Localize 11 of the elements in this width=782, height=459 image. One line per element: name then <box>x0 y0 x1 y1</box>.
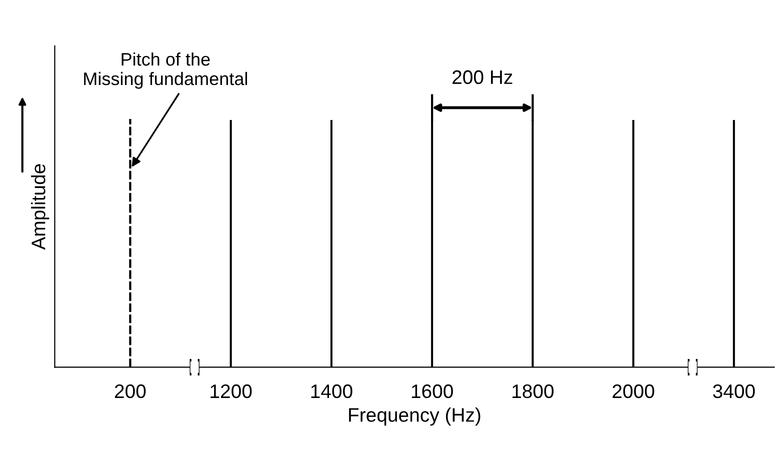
x-tick-label: 1600 <box>412 384 453 398</box>
x-tick-label: 1800 <box>512 384 554 398</box>
y-axis-title: Amplitude <box>31 164 50 250</box>
x-tick-label: 3400 <box>713 384 755 398</box>
annotation: Pitch of the Missing fundamental <box>84 52 248 89</box>
x-tick-label: 2000 <box>612 384 654 398</box>
x-tick-label: 200 <box>114 384 146 398</box>
text: 200 Hz <box>452 70 512 84</box>
x-axis-title: Frequency (Hz) <box>349 408 480 426</box>
x-tick-label: 1400 <box>311 384 352 398</box>
x-tick-label: 1200 <box>210 384 252 398</box>
